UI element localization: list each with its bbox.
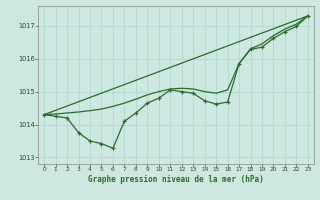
X-axis label: Graphe pression niveau de la mer (hPa): Graphe pression niveau de la mer (hPa) — [88, 175, 264, 184]
